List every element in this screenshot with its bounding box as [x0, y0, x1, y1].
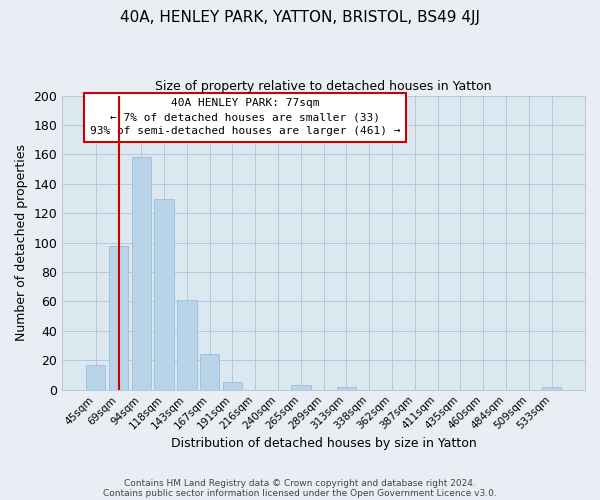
Bar	[291, 386, 311, 390]
Text: Contains public sector information licensed under the Open Government Licence v3: Contains public sector information licen…	[103, 488, 497, 498]
Bar	[154, 198, 174, 390]
Bar	[131, 158, 151, 390]
Bar	[337, 387, 356, 390]
Bar	[109, 246, 128, 390]
Text: 40A HENLEY PARK: 77sqm
← 7% of detached houses are smaller (33)
93% of semi-deta: 40A HENLEY PARK: 77sqm ← 7% of detached …	[90, 98, 400, 136]
Text: 40A, HENLEY PARK, YATTON, BRISTOL, BS49 4JJ: 40A, HENLEY PARK, YATTON, BRISTOL, BS49 …	[120, 10, 480, 25]
Bar	[177, 300, 197, 390]
X-axis label: Distribution of detached houses by size in Yatton: Distribution of detached houses by size …	[171, 437, 476, 450]
Bar	[200, 354, 220, 390]
Y-axis label: Number of detached properties: Number of detached properties	[15, 144, 28, 341]
Bar	[86, 364, 106, 390]
Bar	[223, 382, 242, 390]
Bar	[542, 387, 561, 390]
Title: Size of property relative to detached houses in Yatton: Size of property relative to detached ho…	[155, 80, 492, 93]
Text: Contains HM Land Registry data © Crown copyright and database right 2024.: Contains HM Land Registry data © Crown c…	[124, 478, 476, 488]
